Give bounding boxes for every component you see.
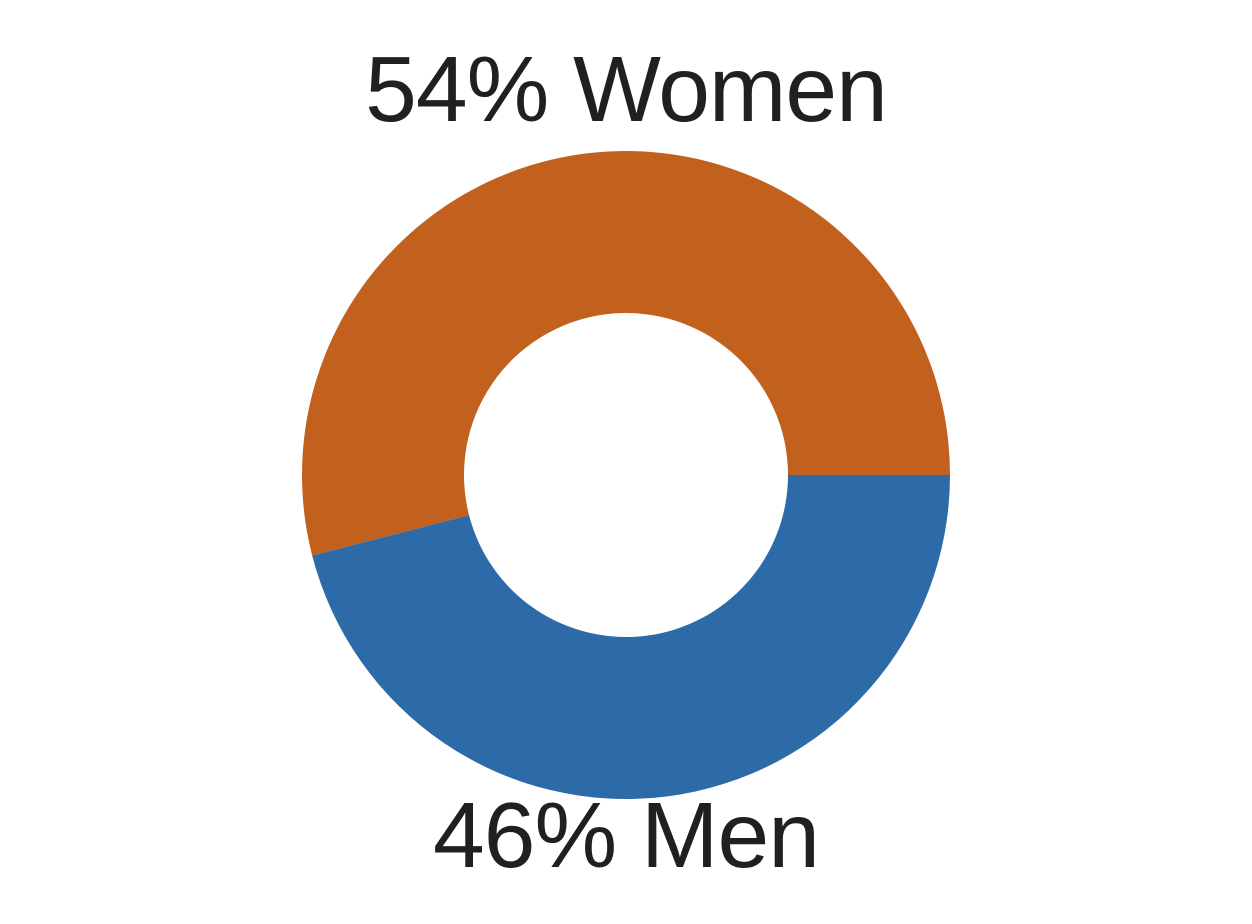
donut-slice-men [312,475,951,800]
slice-label-men: 46% Men [433,783,820,887]
slice-label-women: 54% Women [365,37,888,141]
donut-slice-women [302,151,950,556]
